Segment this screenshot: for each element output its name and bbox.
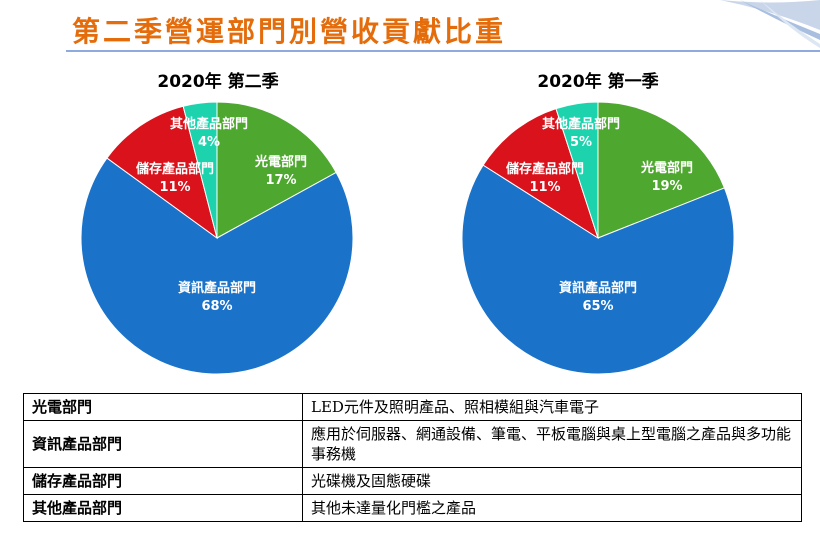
pie-chart-q2: 光電部門 17% 資訊產品部門 68% 儲存產品部門 11% 其他產品部門 4% — [80, 101, 354, 375]
pie-slice-information-products — [461, 164, 735, 375]
chart-title-q1: 2020年 第一季 — [537, 72, 659, 92]
slice-value-optoelectronics: 17% — [265, 173, 296, 188]
slice-value-storage-products: 11% — [529, 180, 560, 195]
table-row: 光電部門 LED元件及照明產品、照相模組與汽車電子 — [23, 393, 802, 421]
department-description-cell: 應用於伺服器、網通設備、筆電、平板電腦與桌上型電腦之產品與多功能事務機 — [302, 420, 802, 468]
department-name-cell: 儲存產品部門 — [23, 467, 303, 495]
pie-chart-q1: 光電部門 19% 資訊產品部門 65% 儲存產品部門 11% 其他產品部門 5% — [461, 101, 735, 375]
page-title: 第二季營運部門別營收貢獻比重 — [72, 15, 507, 48]
slice-label-information-products: 資訊產品部門 — [178, 280, 256, 296]
slice-label-storage-products: 儲存產品部門 — [505, 161, 584, 177]
chart-title-q2: 2020年 第二季 — [157, 72, 279, 92]
pie-slice-other-products — [182, 101, 218, 239]
pie-charts: 光電部門 17% 資訊產品部門 68% 儲存產品部門 11% 其他產品部門 4% 光電部門 19… — [80, 101, 735, 375]
slice-value-information-products: 65% — [582, 299, 613, 314]
pie-slice-other-products — [555, 101, 599, 239]
table-row: 資訊產品部門 應用於伺服器、網通設備、筆電、平板電腦與桌上型電腦之產品與多功能事務… — [23, 420, 802, 468]
slice-value-information-products: 68% — [201, 299, 232, 314]
pie-slice-storage-products — [106, 105, 218, 240]
slice-value-optoelectronics: 19% — [651, 179, 682, 194]
department-description-cell: 光碟機及固態硬碟 — [302, 467, 802, 495]
slice-value-other-products: 4% — [198, 135, 220, 150]
department-name-cell: 光電部門 — [23, 393, 303, 421]
slice-label-other-products: 其他產品部門 — [542, 116, 620, 132]
slice-label-optoelectronics: 光電部門 — [254, 154, 307, 170]
pie-slice-optoelectronics — [216, 101, 337, 239]
slice-label-storage-products: 儲存產品部門 — [135, 161, 214, 177]
decorative-corner-graphic — [720, 0, 820, 48]
pie-slice-storage-products — [482, 108, 599, 240]
slice-value-storage-products: 11% — [159, 180, 190, 195]
slice-value-other-products: 5% — [570, 135, 592, 150]
pie-slice-optoelectronics — [597, 101, 726, 239]
department-legend-table: 光電部門 LED元件及照明產品、照相模組與汽車電子 資訊產品部門 應用於伺服器、網通設… — [23, 393, 802, 522]
department-name-cell: 其他產品部門 — [23, 494, 303, 522]
title-divider — [66, 50, 820, 52]
department-description-cell: LED元件及照明產品、照相模組與汽車電子 — [302, 393, 802, 421]
department-description-cell: 其他未達量化門檻之產品 — [302, 494, 802, 522]
table-row: 其他產品部門 其他未達量化門檻之產品 — [23, 494, 802, 522]
table-row: 儲存產品部門 光碟機及固態硬碟 — [23, 467, 802, 495]
slice-label-optoelectronics: 光電部門 — [640, 160, 693, 176]
slice-label-other-products: 其他產品部門 — [170, 116, 248, 132]
department-name-cell: 資訊產品部門 — [23, 420, 303, 468]
pie-slice-information-products — [80, 157, 354, 375]
slice-label-information-products: 資訊產品部門 — [559, 280, 637, 296]
